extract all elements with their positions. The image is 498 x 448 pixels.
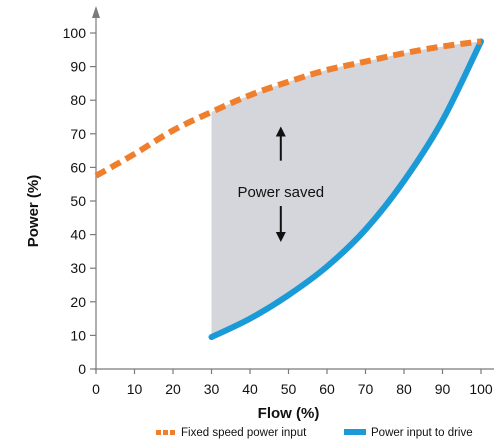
y-tick-label: 80: [70, 92, 86, 108]
x-tick-label: 20: [165, 381, 181, 397]
power-saved-region: [211, 41, 481, 338]
down-arrow-head: [275, 231, 286, 242]
x-tick-label: 50: [281, 381, 297, 397]
y-axis-arrowhead: [92, 6, 100, 18]
y-tick-label: 100: [63, 25, 87, 41]
shaded-region-layer: [211, 41, 481, 338]
legend-swatch-power-input-to-drive: [344, 429, 366, 435]
x-tick-label: 100: [469, 381, 493, 397]
x-tick-label: 40: [242, 381, 258, 397]
y-tick-label: 50: [70, 193, 86, 209]
y-tick-label: 90: [70, 59, 86, 75]
y-tick-label: 0: [78, 361, 86, 377]
x-tick-label: 10: [127, 381, 143, 397]
power-saved-label: Power saved: [237, 184, 324, 201]
y-axis-title: Power (%): [25, 175, 42, 248]
x-tick-label: 80: [396, 381, 412, 397]
y-tick-label: 40: [70, 227, 86, 243]
legend-layer: Fixed speed power input Power input to dr…: [156, 427, 473, 439]
legend-label-fixed-speed-power-input: Fixed speed power input: [181, 427, 307, 439]
up-arrow-head: [275, 126, 286, 137]
annotation-layer: Power saved: [237, 126, 324, 242]
series-line-power-input-to-drive: [208, 38, 484, 341]
x-tick-label: 90: [435, 381, 451, 397]
y-tick-label: 10: [70, 327, 86, 343]
x-tick-label: 0: [92, 381, 100, 397]
x-tick-label: 30: [204, 381, 220, 397]
y-tick-label: 60: [70, 159, 86, 175]
legend-swatch-fixed-speed-segment: [163, 430, 168, 435]
series-line-fixed-speed-power-input: [94, 38, 482, 179]
y-tick-label: 30: [70, 260, 86, 276]
y-tick-label: 20: [70, 294, 86, 310]
legend-swatch-fixed-speed-segment: [156, 430, 161, 435]
x-tick-label: 70: [358, 381, 374, 397]
legend-swatch-fixed-speed-segment: [170, 430, 175, 435]
y-tick-label: 70: [70, 126, 86, 142]
x-tick-label: 60: [319, 381, 335, 397]
series-layer: [94, 38, 484, 341]
x-axis-title: Flow (%): [258, 405, 320, 422]
legend-label-power-input-to-drive: Power input to drive: [371, 427, 473, 439]
axes-layer: 0 10 20 30 40 50 60 70 80 90 100 0 10 20 30 40 50 60 70 80 9…: [25, 6, 494, 422]
